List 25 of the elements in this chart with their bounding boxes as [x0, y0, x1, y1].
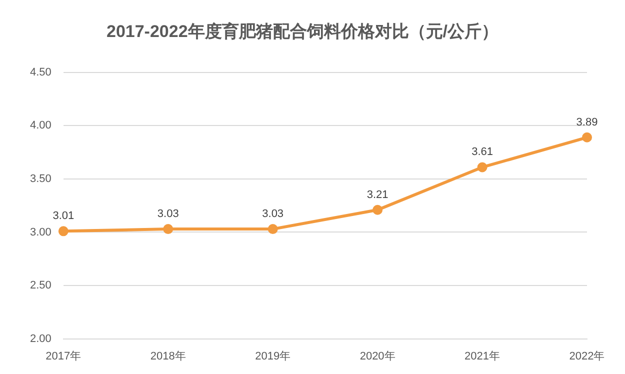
point: [372, 204, 383, 215]
data-label: 3.61: [472, 146, 493, 158]
y-tick-label: 4.00: [30, 120, 52, 132]
point: [268, 224, 278, 234]
y-tick-label: 3.00: [30, 226, 52, 238]
point: [582, 132, 592, 142]
data-label: 3.03: [157, 208, 179, 220]
data-label: 3.21: [366, 188, 388, 201]
x-tick-label: 2021年: [464, 350, 500, 362]
y-tick-label: 4.50: [30, 66, 52, 78]
y-tick-label: 3.50: [30, 172, 52, 185]
x-tick-label: 2019年: [255, 350, 291, 362]
point: [58, 226, 68, 236]
point: [477, 162, 488, 172]
point: [163, 224, 174, 234]
chart-title: 2017-2022年度育肥猪配合饲料价格对比（元/公斤）: [106, 20, 499, 41]
data-label: 3.03: [262, 208, 284, 220]
x-tick-label: 2018年: [150, 350, 186, 362]
y-tick-label: 2.50: [30, 280, 52, 292]
data-label: 3.01: [52, 210, 74, 222]
x-tick-label: 2020年: [360, 350, 396, 362]
data-label: 3.89: [576, 116, 598, 128]
x-tick-label: 2022年: [569, 350, 605, 362]
y-tick-label: 2.00: [30, 332, 52, 345]
x-tick-label: 2017年: [46, 350, 82, 362]
